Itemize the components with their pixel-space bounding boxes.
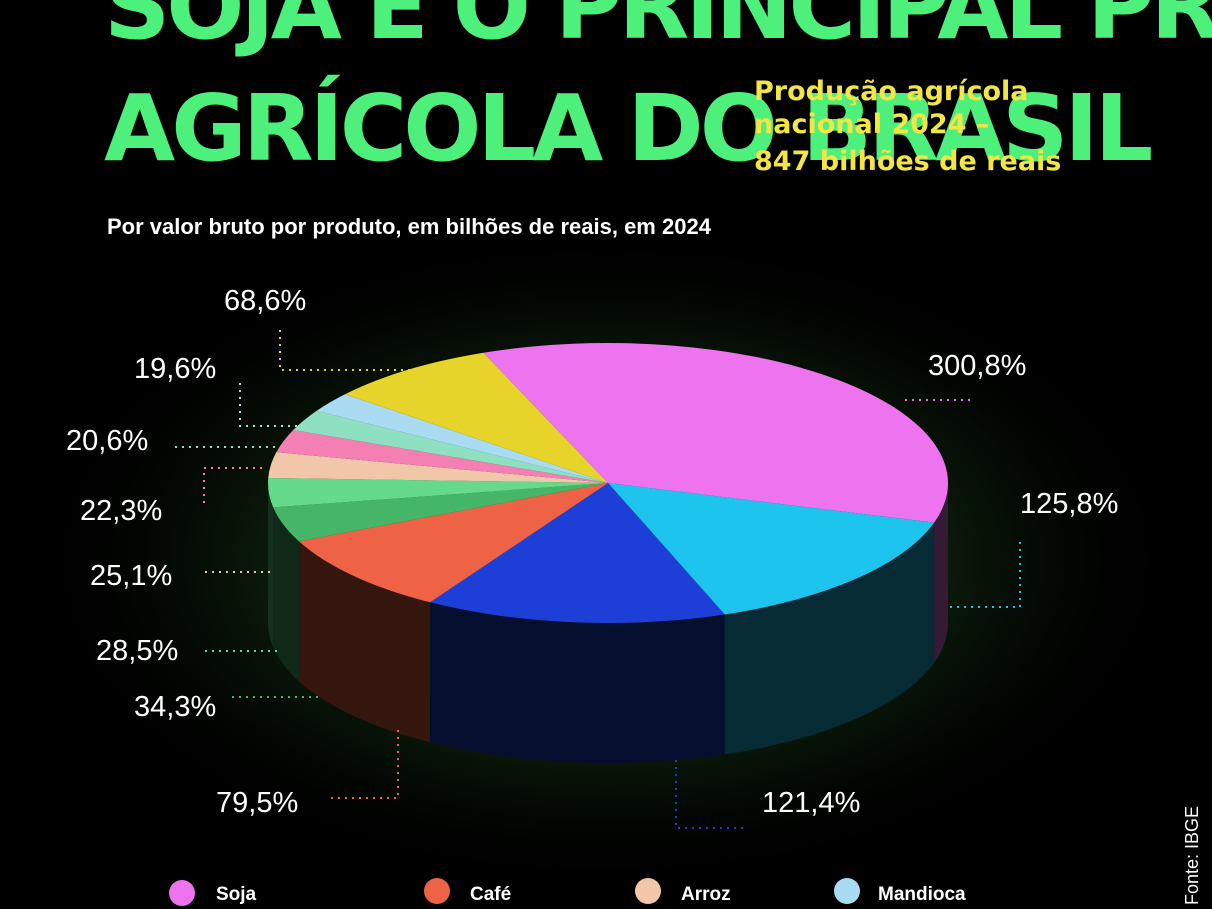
data-label-slice-2: 125,8% bbox=[1020, 488, 1118, 520]
data-label-slice-8: 22,3% bbox=[80, 495, 162, 527]
title-line-2: AGRÍCOLA DO BRASIL bbox=[104, 74, 1152, 182]
legend: Soja Café Arroz Mandioca bbox=[169, 878, 966, 906]
legend-label-cafe: Café bbox=[470, 884, 511, 905]
legend-item-mandioca: Mandioca bbox=[834, 878, 966, 905]
data-label-slice-1: 300,8% bbox=[928, 350, 1026, 382]
leader-slice-10 bbox=[239, 383, 298, 427]
data-label-slice-5: 34,3% bbox=[134, 691, 216, 723]
pie-slice-10 bbox=[316, 394, 608, 483]
data-label-slice-10: 19,6% bbox=[134, 353, 216, 385]
pie-top bbox=[268, 343, 949, 623]
legend-item-arroz: Arroz bbox=[635, 878, 731, 905]
leader-slice-4 bbox=[330, 730, 399, 799]
pie-slice-8 bbox=[276, 430, 608, 483]
leader-slice-8 bbox=[203, 467, 262, 503]
pie-slice-3 bbox=[430, 483, 725, 623]
legend-label-arroz: Arroz bbox=[681, 884, 731, 905]
pie-side-slice-4 bbox=[298, 541, 431, 743]
pie-slice-5 bbox=[273, 483, 608, 542]
data-label-slice-6: 28,5% bbox=[96, 635, 178, 667]
pie-slice-1 bbox=[483, 343, 949, 523]
data-label-slice-9: 20,6% bbox=[66, 425, 148, 457]
pie-side-slice-3 bbox=[430, 602, 725, 764]
legend-swatch-arroz bbox=[635, 878, 661, 904]
data-label-slice-11: 68,6% bbox=[224, 285, 306, 317]
pie-side-slice-2 bbox=[724, 522, 935, 755]
subtitle-line-3: 847 bilhões de reais bbox=[754, 146, 1061, 177]
legend-item-cafe: Café bbox=[424, 878, 511, 905]
leader-slice-2 bbox=[950, 540, 1021, 608]
data-label-slice-7: 25,1% bbox=[90, 560, 172, 592]
pie-side-slice-6 bbox=[268, 483, 274, 648]
leader-slice-11 bbox=[279, 330, 420, 371]
legend-swatch-mandioca bbox=[834, 878, 860, 904]
pie-slice-4 bbox=[298, 483, 608, 603]
legend-swatch-soja bbox=[169, 880, 195, 906]
pie-side-slice-5 bbox=[273, 507, 299, 682]
legend-item-soja: Soja bbox=[169, 880, 257, 906]
pie-sides bbox=[268, 483, 948, 764]
data-label-slice-3: 121,4% bbox=[762, 787, 860, 819]
legend-label-soja: Soja bbox=[216, 884, 257, 905]
pie-slice-2 bbox=[608, 483, 935, 615]
pie-labels: 300,8% 125,8% 121,4% 79,5% 34,3% 28,5% 25,1% 22… bbox=[66, 285, 1118, 829]
pie-slice-9 bbox=[293, 410, 608, 483]
subtitle-line-2: nacional 2024 – bbox=[754, 109, 989, 140]
title-line-1: SOJA É O PRINCIPAL PRODUTO bbox=[104, 0, 1212, 60]
pie-side-slice-1 bbox=[934, 483, 948, 663]
pie-slice-7 bbox=[268, 452, 608, 483]
leader-slice-3 bbox=[675, 760, 746, 829]
legend-swatch-cafe bbox=[424, 878, 450, 904]
pie-slice-6 bbox=[268, 477, 608, 508]
subtitle-line-1: Produção agrícola bbox=[754, 76, 1029, 107]
chart-caption: Por valor bruto por produto, em bilhões … bbox=[107, 214, 712, 239]
source-note: Fonte: IBGE bbox=[1182, 806, 1202, 905]
legend-label-mandioca: Mandioca bbox=[878, 884, 966, 905]
pie-slice-11 bbox=[344, 352, 608, 483]
data-label-slice-4: 79,5% bbox=[216, 787, 298, 819]
